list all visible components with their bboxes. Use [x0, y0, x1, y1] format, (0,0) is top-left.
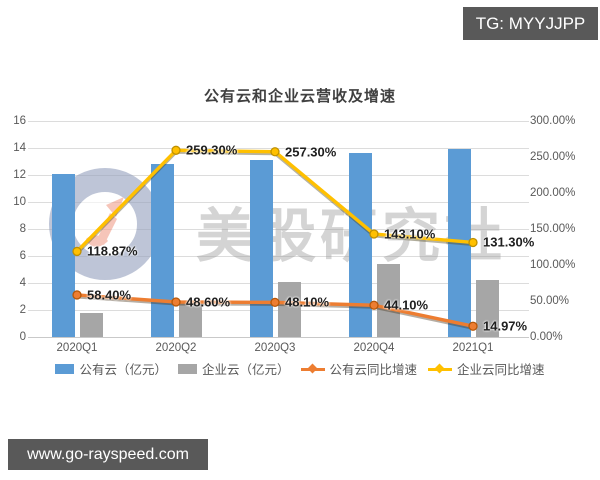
right-axis-tick-label: 200.00% — [530, 187, 576, 199]
tg-badge: TG: MYYJJPP — [463, 7, 598, 40]
legend: 公有云（亿元） 企业云（亿元） 公有云同比增速 企业云同比增速 — [0, 359, 600, 378]
bar — [51, 173, 75, 337]
x-axis-label: 2021Q1 — [452, 342, 494, 354]
url-badge: www.go-rayspeed.com — [8, 439, 208, 470]
tg-badge-text: TG: MYYJJPP — [475, 13, 586, 33]
legend-item: 企业云（亿元） — [177, 359, 290, 378]
bar — [79, 312, 103, 337]
left-axis-tick-label: 6 — [19, 250, 26, 262]
legend-swatch — [55, 363, 75, 374]
x-axis-label: 2020Q2 — [155, 342, 197, 354]
right-axis-tick-label: 250.00% — [530, 151, 576, 163]
right-axis-tick-label: 300.00% — [530, 115, 576, 127]
right-axis-tick-label: 0.00% — [530, 331, 563, 343]
bar — [447, 149, 471, 337]
left-axis-tick-label: 2 — [19, 304, 26, 316]
x-axis-label: 2020Q3 — [254, 342, 296, 354]
left-axis-tick-label: 8 — [19, 223, 26, 235]
legend-item: 企业云同比增速 — [428, 359, 545, 378]
legend-marker — [434, 363, 445, 373]
data-label: 143.10% — [384, 226, 436, 242]
left-axis-tick-label: 4 — [19, 277, 26, 289]
left-axis-tick-label: 14 — [13, 142, 26, 154]
data-label: 257.30% — [285, 144, 337, 160]
chart-title: 公有云和企业云营收及增速 — [203, 88, 396, 105]
legend-marker — [307, 363, 317, 373]
data-label: 118.87% — [87, 243, 138, 259]
grid-line — [27, 121, 529, 122]
left-axis-tick-label: 16 — [13, 115, 26, 127]
left-axis-tick-label: 12 — [13, 169, 26, 181]
bar — [348, 153, 372, 337]
legend-swatch — [428, 363, 453, 374]
bar — [150, 164, 174, 337]
grid-line — [27, 337, 529, 338]
left-axis-tick-label: 10 — [13, 196, 26, 208]
data-label: 131.30% — [483, 234, 535, 250]
legend-swatch — [177, 363, 197, 374]
grid-line — [27, 256, 529, 257]
data-label: 58.40% — [87, 287, 132, 303]
data-label: 14.97% — [483, 318, 528, 334]
x-axis-label: 2020Q1 — [56, 342, 98, 354]
legend-item: 公有云同比增速 — [300, 359, 418, 378]
legend-label: 企业云同比增速 — [457, 363, 545, 377]
data-label: 44.10% — [384, 297, 429, 313]
right-axis-tick-label: 50.00% — [530, 295, 570, 307]
left-axis-tick-label: 0 — [19, 331, 26, 343]
bar — [475, 280, 499, 337]
data-label: 259.30% — [186, 142, 238, 158]
legend-label: 企业云（亿元） — [201, 363, 290, 377]
data-label: 48.10% — [285, 294, 330, 310]
url-badge-text: www.go-rayspeed.com — [27, 445, 189, 463]
x-axis-label: 2020Q4 — [353, 342, 395, 354]
legend-item: 公有云（亿元） — [55, 359, 167, 378]
data-label: 48.60% — [186, 294, 231, 310]
right-axis-tick-label: 150.00% — [530, 223, 576, 235]
bar — [249, 160, 273, 337]
legend-swatch — [300, 363, 325, 374]
right-axis-tick-label: 100.00% — [530, 259, 576, 271]
legend-label: 公有云同比增速 — [329, 363, 418, 377]
legend-label: 公有云（亿元） — [79, 363, 167, 377]
